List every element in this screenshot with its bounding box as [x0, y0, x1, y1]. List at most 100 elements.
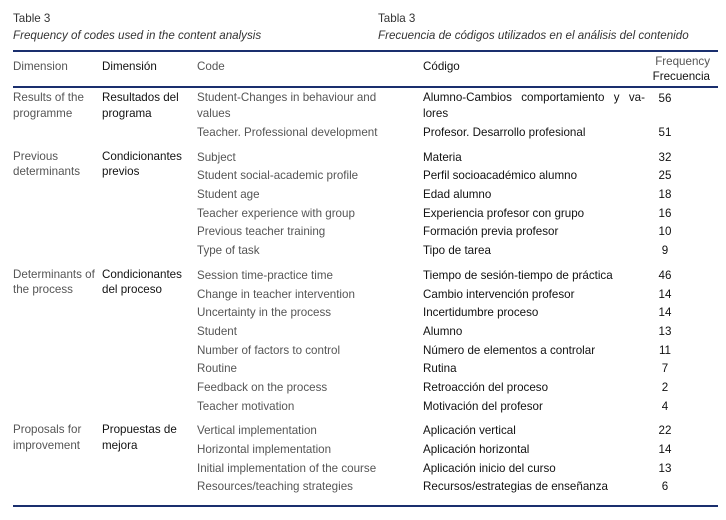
table-row: Teacher experience with group Experiencia… — [0, 205, 726, 224]
code-es: Experiencia profesor con grupo — [423, 206, 585, 220]
code-es: Edad alumno — [423, 188, 492, 202]
header-frequency-en: Frequency — [655, 55, 710, 68]
table-row: Student-Changes in behaviour and values A… — [0, 90, 726, 124]
code-es: Rutina — [423, 362, 457, 376]
code-en: Teacher. Professional development — [197, 126, 378, 139]
code-es: Retroacción del proceso — [423, 380, 549, 394]
table-row: Routine Rutina 7 — [0, 360, 726, 379]
table-label-es: Tabla 3 — [378, 12, 416, 25]
table-row: Teacher motivation Motivación del profeso… — [0, 398, 726, 417]
code-es: Formación previa profesor — [423, 225, 559, 239]
code-es: Motivación del profesor — [423, 399, 543, 413]
dimension-en: Results of the programme — [13, 91, 84, 120]
frequency-value: 46 — [658, 268, 672, 282]
code-en: Change in teacher intervention — [197, 287, 355, 301]
caption-english: Table 3 Frequency of codes used in the c… — [13, 10, 261, 44]
dimension-en: Proposals for improvement — [13, 423, 82, 452]
code-en: Number of factors to control — [197, 343, 341, 357]
frequency-value: 56 — [658, 92, 672, 105]
code-es: Aplicación horizontal — [423, 443, 530, 456]
code-en: Subject — [197, 150, 236, 164]
frequency-value: 11 — [658, 343, 672, 357]
code-en: Initial implementation of the course — [197, 461, 377, 475]
code-es: Alumno — [423, 324, 463, 338]
header-code-es: Código — [423, 60, 460, 73]
table-row: Student Alumno 13 — [0, 323, 726, 342]
code-en: Type of task — [197, 244, 260, 258]
frequency-value: 7 — [661, 362, 669, 376]
header-dimension-es: Dimensión — [102, 60, 157, 73]
code-es: Tipo de tarea — [423, 244, 491, 258]
frequency-value: 32 — [658, 150, 672, 164]
table-body: Results of the programme Resultados del p… — [0, 90, 726, 503]
table-row: Change in teacher intervention Cambio int… — [0, 286, 726, 305]
frequency-value: 9 — [661, 244, 669, 258]
table-row: Teacher. Professional development Profeso… — [0, 124, 726, 143]
table-label-en: Table 3 — [13, 12, 51, 25]
bottom-rule — [13, 505, 718, 507]
table-row: Student social-academic profile Perfil so… — [0, 167, 726, 186]
table-row: Horizontal implementation Aplicación hori… — [0, 441, 726, 460]
table-title-en: Frequency of codes used in the content a… — [13, 29, 262, 42]
frequency-value: 13 — [658, 324, 672, 338]
code-es: Materia — [423, 150, 462, 164]
code-es: Perfil socioacadémico alumno — [423, 169, 578, 183]
header-rule — [13, 86, 718, 88]
frequency-value: 18 — [658, 188, 672, 202]
frequency-value: 13 — [658, 461, 672, 475]
table-row: Initial implementation of the course Apli… — [0, 460, 726, 479]
code-es: Aplicación inicio del curso — [423, 461, 556, 475]
table-row: Subject Materia 32 — [0, 149, 726, 168]
code-en: Student — [197, 324, 237, 338]
code-en: Uncertainty in the process — [197, 306, 332, 320]
code-en: Vertical implementation — [197, 424, 317, 438]
code-en: Feedback on the process — [197, 380, 328, 394]
caption-spanish: Tabla 3 Frecuencia de códigos utilizados… — [378, 10, 689, 44]
code-en: Routine — [197, 362, 237, 376]
table-row: Feedback on the process Retroacción del p… — [0, 379, 726, 398]
table-row: Number of factors to control Número de el… — [0, 342, 726, 361]
code-es: Aplicación vertical — [423, 424, 516, 438]
code-en: Student-Changes in behaviour and values — [197, 91, 377, 120]
table-row: Previous teacher training Formación previ… — [0, 223, 726, 242]
code-en: Previous teacher training — [197, 225, 326, 239]
code-en: Student social-academic profile — [197, 169, 359, 183]
table-row: Type of task Tipo de tarea 9 — [0, 242, 726, 261]
table-row: Uncertainty in the process Incertidumbre … — [0, 304, 726, 323]
table-row: Vertical implementation Aplicación vertic… — [0, 422, 726, 441]
frequency-value: 51 — [658, 126, 672, 139]
header-dimension-en: Dimension — [13, 60, 68, 73]
frequency-value: 14 — [658, 443, 672, 456]
code-es: Número de elementos a controlar — [423, 343, 596, 357]
header-frequency: Frequency Frecuencia — [653, 54, 710, 84]
frequency-value: 16 — [658, 206, 672, 220]
dimension-es: Condicionantes del proceso — [102, 267, 182, 297]
code-en: Student age — [197, 188, 260, 202]
frequency-value: 10 — [658, 225, 672, 239]
code-en: Horizontal implementation — [197, 443, 332, 456]
top-rule — [13, 50, 718, 52]
table-title-es: Frecuencia de códigos utilizados en el a… — [378, 29, 689, 42]
table-row: Resources/teaching strategies Recursos/es… — [0, 478, 726, 497]
frequency-value: 25 — [658, 169, 672, 183]
code-es: Tiempo de sesión-tiempo de práctica — [423, 268, 613, 282]
dimension-group: Previous determinants Condicionantes prev… — [0, 149, 726, 261]
code-es: Alumno-Cambios comportamiento y va-lores — [423, 91, 645, 120]
header-frequency-es: Frecuencia — [652, 70, 710, 83]
code-es: Profesor. Desarrollo profesional — [423, 126, 586, 139]
header-code-en: Code — [197, 60, 225, 73]
dimension-es: Propuestas de mejora — [102, 423, 177, 452]
dimension-group: Determinants of the process Condicionante… — [0, 267, 726, 417]
code-es: Cambio intervención profesor — [423, 287, 575, 301]
dimension-en: Determinants of the process — [13, 267, 95, 297]
code-en: Teacher motivation — [197, 399, 295, 413]
code-es: Recursos/estrategias de enseñanza — [423, 480, 608, 494]
frequency-value: 2 — [661, 380, 669, 394]
frequency-value: 22 — [658, 424, 672, 438]
dimension-group: Proposals for improvement Propuestas de m… — [0, 422, 726, 497]
frequency-value: 4 — [661, 399, 669, 413]
code-es: Incertidumbre proceso — [423, 306, 539, 320]
frequency-value: 6 — [661, 480, 669, 494]
frequency-value: 14 — [658, 306, 672, 320]
code-en: Resources/teaching strategies — [197, 480, 353, 494]
